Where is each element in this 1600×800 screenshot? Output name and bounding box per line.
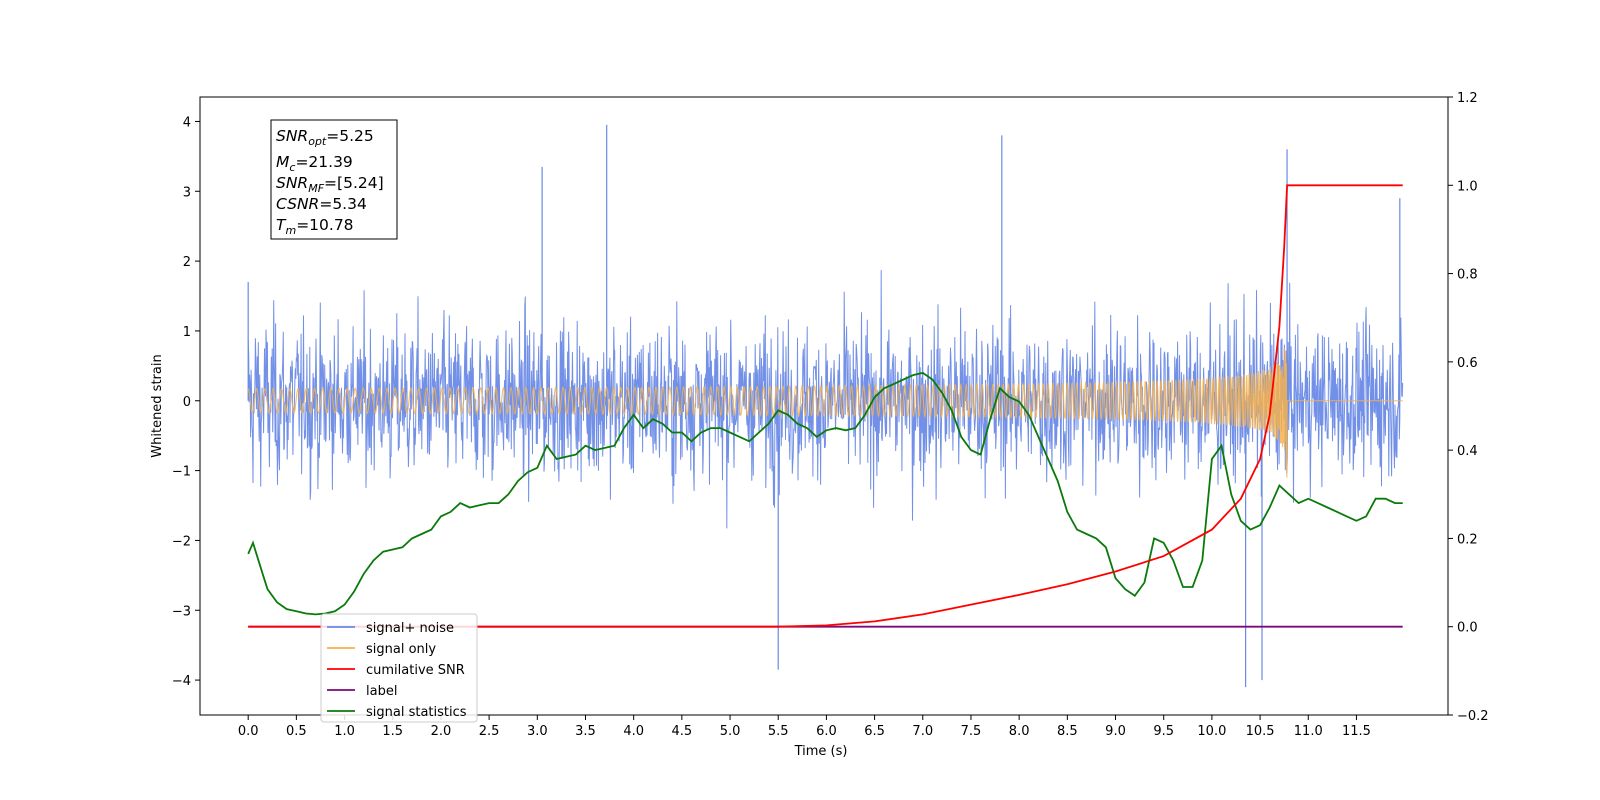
annotation-snr-opt: SNRopt=5.25 [276, 127, 374, 148]
x-tick-label-2: 1.0 [334, 724, 355, 739]
y-axis-left-label: Whitened strain [150, 354, 165, 457]
series-signal-noise-line [247, 270, 1404, 529]
y-left-tick-label-1: 3 [183, 185, 191, 200]
y-left-tick-label-3: 1 [183, 325, 191, 340]
y-left-tick-label-2: 2 [183, 255, 191, 270]
y-right-tick-label-1: 1.0 [1457, 179, 1478, 194]
annotation-snr-opt-value: =5.25 [326, 127, 374, 145]
series-signal-only-line [247, 347, 1403, 478]
y-right-tick-label-4: 0.4 [1457, 444, 1478, 459]
y-left-tick-label-4: 0 [183, 395, 191, 410]
annotation-box: SNRopt=5.25 Mc=21.39 SNRMF=[5.24] CSNR=5… [270, 119, 398, 240]
annotation-snr-opt-sub: opt [308, 135, 327, 148]
x-tick-label-10: 5.0 [720, 724, 741, 739]
x-tick-label-5: 2.5 [479, 724, 500, 739]
annotation-snr-opt-main: SNR [276, 127, 308, 145]
x-tick-label-15: 7.5 [961, 724, 982, 739]
annotation-mc-value: =21.39 [295, 153, 352, 171]
plot-frame [199, 96, 1449, 716]
annotation-snr-mf-main: SNR [276, 174, 308, 192]
x-axis-label: Time (s) [794, 744, 848, 759]
annotation-mc-sub: c [289, 161, 295, 174]
y-left-tick-label-6: −2 [172, 534, 191, 549]
x-tick-label-20: 10.0 [1197, 724, 1226, 739]
x-tick-label-13: 6.5 [864, 724, 885, 739]
x-tick-label-16: 8.0 [1009, 724, 1030, 739]
x-tick-label-7: 3.5 [575, 724, 596, 739]
annotation-mc-main: M [276, 153, 289, 171]
x-axis: 0.0 0.5 1.0 1.5 2.0 2.5 3.0 3.5 4.0 4.5 5.0 5.5 6.0 6… [238, 715, 1371, 739]
series-layer [247, 124, 1404, 688]
y-right-tick-label-7: −0.2 [1457, 709, 1489, 724]
legend-frame [320, 613, 478, 723]
x-tick-label-22: 11.0 [1294, 724, 1323, 739]
annotation-tm-value: =10.78 [296, 216, 353, 234]
annotation-csnr: CSNR=5.34 [276, 195, 367, 213]
x-tick-label-23: 11.5 [1342, 724, 1371, 739]
x-tick-label-19: 9.5 [1153, 724, 1174, 739]
legend-label-2: cumilative SNR [366, 663, 465, 678]
x-tick-label-11: 5.5 [768, 724, 789, 739]
x-tick-label-21: 10.5 [1246, 724, 1275, 739]
annotation-tm-sub: m [285, 224, 296, 237]
x-tick-label-4: 2.0 [431, 724, 452, 739]
y-right-tick-label-5: 0.2 [1457, 532, 1478, 547]
y-left-tick-label-7: −3 [172, 604, 191, 619]
x-tick-label-17: 8.5 [1057, 724, 1078, 739]
legend-label-4: signal statistics [366, 705, 467, 720]
y-right-tick-label-3: 0.6 [1457, 356, 1478, 371]
annotation-snr-mf-value: =[5.24] [324, 174, 384, 192]
y-right-tick-label-6: 0.0 [1457, 621, 1478, 636]
x-tick-label-1: 0.5 [286, 724, 307, 739]
y-left-tick-label-8: −4 [172, 674, 191, 689]
x-tick-label-18: 9.0 [1105, 724, 1126, 739]
annotation-csnr-main: CSNR [276, 195, 319, 213]
legend: signal+ noise signal only cumilative SNR la… [320, 613, 478, 723]
x-tick-label-3: 1.5 [382, 724, 403, 739]
y-left-tick-label-5: −1 [172, 465, 191, 480]
y-axis-left: 4 3 2 1 0 −1 −2 −3 −4 [172, 115, 200, 689]
y-right-tick-label-2: 0.8 [1457, 268, 1478, 283]
annotation-snr-mf: SNRMF=[5.24] [276, 174, 384, 195]
x-tick-label-8: 4.0 [623, 724, 644, 739]
y-axis-right: 1.2 1.0 0.8 0.6 0.4 0.2 0.0 −0.2 [1448, 91, 1489, 724]
y-right-tick-label-0: 1.2 [1457, 91, 1478, 106]
annotation-snr-mf-sub: MF [308, 182, 324, 195]
series-cumilative-snr-line [248, 184, 1403, 628]
legend-label-1: signal only [366, 642, 436, 657]
legend-label-3: label [366, 684, 397, 699]
x-tick-label-6: 3.0 [527, 724, 548, 739]
x-tick-label-12: 6.0 [816, 724, 837, 739]
annotation-tm-main: T [276, 216, 287, 234]
annotation-frame [270, 119, 398, 240]
y-left-tick-label-0: 4 [183, 115, 191, 130]
annotation-tm: Tm=10.78 [276, 216, 354, 237]
annotation-mc: Mc=21.39 [276, 153, 353, 174]
legend-label-0: signal+ noise [366, 621, 454, 636]
x-tick-label-0: 0.0 [238, 724, 259, 739]
x-tick-label-14: 7.0 [912, 724, 933, 739]
series-signal-statistics-line [247, 371, 1403, 616]
x-tick-label-9: 4.5 [672, 724, 693, 739]
annotation-csnr-value: =5.34 [319, 195, 367, 213]
